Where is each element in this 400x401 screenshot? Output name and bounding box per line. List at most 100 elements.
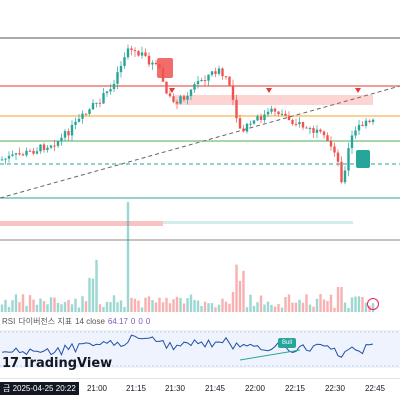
volume-bar (112, 295, 116, 312)
tradingview-brand: TradingView (22, 356, 113, 371)
volume-bar (336, 287, 340, 312)
volume-bar (175, 296, 179, 312)
candle-body (312, 127, 315, 133)
volume-bar (133, 298, 137, 312)
sell-signal-icon[interactable] (157, 58, 173, 78)
candle-body (287, 115, 291, 121)
volume-bar (172, 299, 175, 312)
rsi-legend[interactable]: RSI 다이버전스 지표 14 close 64.17 0 0 0 (2, 316, 150, 327)
candle-body (357, 124, 361, 131)
tradingview-watermark: 17 TradingView (2, 356, 112, 371)
candle-body (46, 147, 49, 151)
candle-body (249, 123, 252, 125)
candle-body (315, 129, 319, 133)
volume-bar (322, 299, 326, 312)
volume-bar (193, 300, 196, 312)
pink-strip (0, 221, 163, 226)
candle-body (39, 144, 42, 152)
candle-body (347, 148, 350, 171)
candle-body (252, 120, 256, 124)
volume-bar (56, 302, 60, 312)
candle-body (361, 124, 364, 126)
volume-bar (305, 294, 308, 312)
candle-body (182, 96, 186, 100)
candle-body (60, 137, 63, 142)
volume-bar (287, 294, 291, 312)
volume-bar (354, 296, 357, 312)
volume-bar (77, 307, 81, 312)
candle-body (336, 152, 340, 162)
candle-body (154, 62, 158, 65)
volume-bar (105, 301, 109, 312)
candle-body (277, 111, 280, 115)
candle-body (210, 71, 214, 75)
candle-body (329, 140, 333, 147)
volume-bar (161, 302, 165, 312)
rsi-label: RSI (2, 317, 16, 326)
volume-bar (49, 297, 53, 312)
volume-bar (109, 302, 112, 312)
candle-body (56, 141, 60, 146)
candle-body (189, 89, 193, 96)
alert-icon[interactable] (367, 298, 379, 310)
supply-zone (175, 95, 373, 105)
volume-bar (18, 302, 21, 312)
time-tick: 21:30 (164, 384, 186, 393)
volume-bar (189, 294, 193, 312)
volume-bar (252, 305, 256, 312)
candle-body (74, 121, 77, 126)
candle-body (179, 96, 182, 104)
candle-body (140, 52, 144, 56)
volume-bar (207, 303, 210, 312)
volume-bar (60, 304, 63, 312)
time-tick: 22:45 (364, 384, 386, 393)
volume-bar (242, 270, 245, 312)
candle-body (273, 108, 277, 112)
candle-body (77, 118, 81, 122)
candle-body (193, 84, 196, 90)
sell-marker (355, 88, 361, 93)
candle-body (172, 96, 175, 102)
volume-bar (203, 301, 207, 312)
volume-bar (343, 302, 347, 312)
volume-bar (165, 297, 168, 312)
volume-bars-group (0, 202, 375, 312)
candle-body (67, 131, 70, 136)
candle-body (165, 81, 168, 94)
volume-bar (88, 277, 91, 312)
candle-body (84, 113, 88, 115)
volume-bar (259, 295, 263, 312)
volume-bar (277, 304, 280, 312)
candle-body (11, 154, 14, 156)
time-tick: 21:15 (125, 384, 147, 393)
time-tick: 22:00 (244, 384, 266, 393)
volume-bar (70, 304, 74, 312)
buy-signal-icon[interactable] (356, 150, 370, 168)
volume-bar (98, 304, 102, 312)
candle-body (28, 150, 32, 152)
volume-bar (238, 280, 242, 312)
volume-bar (214, 307, 217, 312)
rsi-value: 0 (145, 317, 151, 326)
volume-bar (95, 259, 98, 312)
volume-bar (235, 264, 238, 312)
candle-body (364, 120, 368, 126)
volume-bar (84, 301, 88, 312)
volume-bar (11, 300, 14, 312)
candle-body (105, 91, 109, 94)
volume-bar (319, 294, 322, 312)
candle-body (235, 99, 238, 119)
candle-body (63, 131, 67, 138)
rsi-value: 0 (130, 317, 136, 326)
volume-bar (347, 307, 350, 312)
time-axis[interactable]: 금 2025-04-25 20:22 21:00 21:15 21:30 21:… (0, 378, 400, 401)
volume-bar (256, 302, 259, 312)
volume-bar (81, 296, 84, 312)
candle-body (168, 93, 172, 97)
candle-body (294, 123, 298, 125)
volume-bar (28, 295, 32, 312)
volume-bar (67, 299, 70, 312)
candle-body (91, 103, 95, 110)
